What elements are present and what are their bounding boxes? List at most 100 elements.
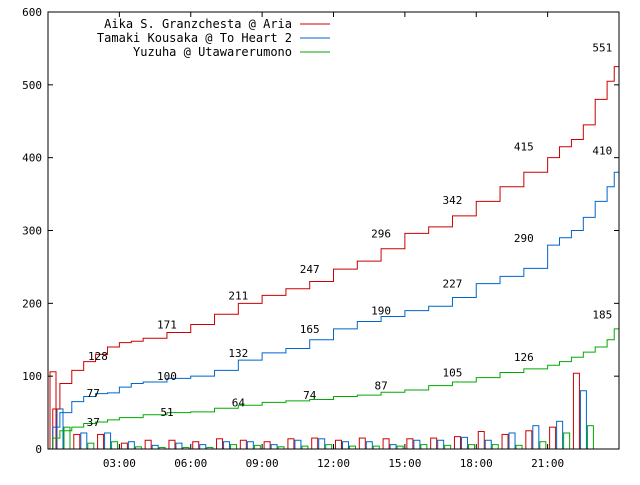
hourly-bar bbox=[97, 433, 105, 450]
hourly-bar bbox=[73, 433, 81, 450]
hourly-bar bbox=[572, 372, 580, 450]
hourly-bar bbox=[111, 441, 119, 450]
hourly-bar bbox=[239, 439, 247, 450]
data-label: 105 bbox=[443, 367, 463, 380]
hourly-bar bbox=[127, 441, 135, 450]
hourly-bar bbox=[342, 441, 349, 450]
series-line bbox=[48, 314, 620, 450]
hourly-bar bbox=[216, 438, 224, 450]
series-line bbox=[48, 47, 620, 450]
hourly-bar bbox=[437, 439, 445, 450]
hourly-bar bbox=[223, 441, 231, 450]
x-tick-label: 06:00 bbox=[174, 457, 207, 470]
data-label: 100 bbox=[157, 370, 177, 383]
hourly-bar bbox=[311, 437, 319, 450]
hourly-bar bbox=[430, 437, 438, 450]
hourly-bar bbox=[413, 439, 421, 450]
data-labels-group: 128 171 211 247 296 342 415 551 77 100 132 165 190 22… bbox=[87, 42, 613, 429]
x-tick-label: 18:00 bbox=[460, 457, 493, 470]
hourly-bar bbox=[287, 438, 295, 450]
data-label: 37 bbox=[87, 416, 100, 429]
data-label: 126 bbox=[514, 351, 534, 364]
hourly-bar bbox=[246, 441, 254, 450]
data-label: 185 bbox=[592, 308, 612, 321]
hourly-bar bbox=[467, 444, 475, 450]
data-label: 132 bbox=[228, 347, 248, 360]
hourly-bar bbox=[144, 439, 152, 450]
hourly-bar bbox=[539, 441, 547, 450]
data-label: 211 bbox=[228, 289, 248, 302]
data-label: 165 bbox=[300, 323, 320, 336]
hourly-bar bbox=[325, 444, 333, 450]
hourly-bar bbox=[120, 442, 128, 450]
data-label: 296 bbox=[371, 227, 391, 240]
series-line bbox=[48, 150, 620, 450]
y-tick-label: 400 bbox=[22, 152, 42, 165]
data-label: 342 bbox=[443, 194, 463, 207]
hourly-bar bbox=[453, 436, 461, 450]
data-label: 128 bbox=[88, 350, 108, 363]
data-label: 74 bbox=[303, 389, 317, 402]
hourly-bar bbox=[365, 441, 373, 450]
data-label: 410 bbox=[592, 144, 612, 157]
data-label: 227 bbox=[443, 278, 463, 291]
hourly-bar bbox=[382, 438, 390, 450]
data-label: 247 bbox=[300, 263, 320, 276]
data-label: 171 bbox=[157, 318, 177, 331]
legend-label: Tamaki Kousaka @ To Heart 2 bbox=[97, 31, 292, 45]
data-label: 64 bbox=[232, 396, 246, 409]
data-label: 190 bbox=[371, 305, 391, 318]
y-tick-label: 600 bbox=[22, 6, 42, 19]
hourly-bar bbox=[508, 432, 516, 450]
hourly-bar bbox=[579, 390, 587, 450]
data-label: 87 bbox=[374, 380, 387, 393]
y-tick-label: 300 bbox=[22, 225, 42, 238]
hourly-bar bbox=[335, 439, 342, 450]
axes-group: 0 100 200 300 400 500 600 03:00 06:00 09:00 12:00 1… bbox=[22, 6, 620, 470]
hourly-bar bbox=[406, 438, 414, 450]
hourly-bar bbox=[294, 439, 302, 450]
hourly-bar bbox=[460, 436, 468, 450]
data-label: 415 bbox=[514, 141, 534, 154]
hourly-bar bbox=[477, 431, 485, 450]
x-tick-label: 03:00 bbox=[103, 457, 136, 470]
x-tick-label: 15:00 bbox=[388, 457, 421, 470]
x-tick-label: 09:00 bbox=[246, 457, 279, 470]
hourly-bar bbox=[230, 444, 238, 450]
hourly-bar bbox=[532, 425, 540, 450]
hourly-bar bbox=[87, 442, 95, 450]
hourly-bar bbox=[192, 441, 200, 450]
hourly-bar bbox=[80, 432, 88, 450]
hourly-bar bbox=[525, 430, 533, 450]
hourly-bar bbox=[199, 444, 207, 450]
lines-group bbox=[48, 47, 620, 450]
data-label: 77 bbox=[87, 387, 100, 400]
y-tick-label: 0 bbox=[35, 443, 42, 456]
data-label: 551 bbox=[592, 42, 612, 55]
hourly-bar bbox=[491, 444, 499, 450]
hourly-bar bbox=[151, 444, 159, 450]
hourly-bar bbox=[484, 439, 492, 450]
hourly-bar bbox=[515, 444, 523, 450]
hourly-bar bbox=[444, 444, 452, 450]
hourly-bar bbox=[104, 432, 112, 450]
hourly-bar bbox=[586, 425, 594, 450]
x-tick-label: 21:00 bbox=[531, 457, 564, 470]
y-tick-label: 500 bbox=[22, 79, 42, 92]
hourly-bar bbox=[358, 437, 366, 450]
hourly-bar bbox=[168, 439, 176, 450]
legend-label: Aika S. Granzchesta @ Aria bbox=[104, 17, 292, 31]
hourly-bar bbox=[263, 441, 271, 450]
hourly-bar bbox=[501, 433, 509, 450]
hourly-bar bbox=[563, 432, 571, 450]
y-tick-label: 200 bbox=[22, 297, 42, 310]
x-tick-label: 12:00 bbox=[317, 457, 350, 470]
y-tick-label: 100 bbox=[22, 370, 42, 383]
hourly-bar bbox=[318, 438, 326, 450]
hourly-bar bbox=[253, 444, 261, 450]
hourly-bar bbox=[175, 442, 183, 450]
hourly-bar bbox=[556, 420, 564, 450]
